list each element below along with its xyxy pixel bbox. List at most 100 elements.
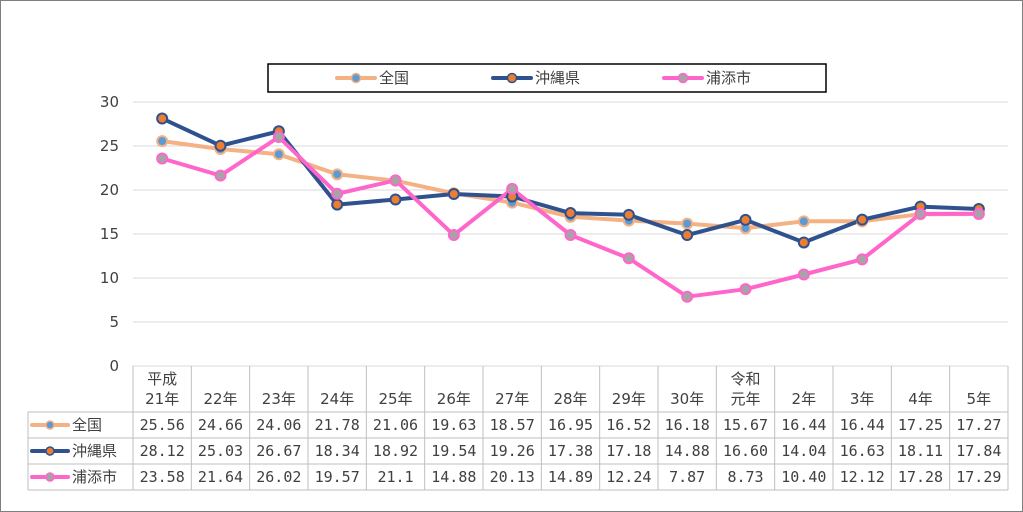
table-cell-value: 12.12 — [840, 468, 885, 486]
x-tick-label: 元年 — [730, 390, 760, 408]
legend-key-marker — [350, 72, 362, 84]
table-cell-value: 16.63 — [840, 442, 885, 460]
table-cell-value: 14.04 — [781, 442, 826, 460]
table-cell-value: 19.57 — [315, 468, 360, 486]
x-tick-label: 4年 — [908, 390, 933, 408]
series-point — [797, 236, 810, 249]
table-cell-value: 17.84 — [956, 442, 1001, 460]
table-cell-value: 21.64 — [198, 468, 243, 486]
series-point — [797, 268, 810, 281]
x-tick-label: 23年 — [262, 390, 296, 408]
series-point — [506, 182, 519, 195]
table-cell-value: 21.78 — [315, 416, 360, 434]
table-cell-value: 14.88 — [665, 442, 710, 460]
series-point — [214, 139, 227, 152]
series-point — [214, 169, 227, 182]
table-cell-value: 16.60 — [723, 442, 768, 460]
legend-label: 浦添市 — [706, 69, 751, 87]
y-tick-label: 25 — [100, 137, 119, 155]
x-tick-label: 27年 — [495, 390, 529, 408]
table-cell-value: 17.27 — [956, 416, 1001, 434]
table-cell-value: 19.26 — [490, 442, 535, 460]
table-legend-key-marker — [45, 446, 55, 456]
series-point — [681, 229, 694, 242]
table-series-name: 沖縄県 — [72, 442, 117, 460]
table-cell-value: 21.06 — [373, 416, 418, 434]
legend-key-marker — [506, 72, 518, 84]
y-tick-label: 0 — [109, 357, 119, 375]
table-cell-value: 16.18 — [665, 416, 710, 434]
x-tick-label: 平成 — [147, 370, 177, 388]
y-tick-label: 15 — [100, 225, 119, 243]
series-point — [797, 215, 810, 228]
series-point — [914, 207, 927, 220]
series-point — [564, 228, 577, 241]
table-cell-value: 10.40 — [781, 468, 826, 486]
series-point — [856, 253, 869, 266]
series-point — [447, 188, 460, 201]
table-cell-value: 16.44 — [781, 416, 826, 434]
table-cell-value: 24.06 — [256, 416, 301, 434]
series-point — [331, 187, 344, 200]
table-cell-value: 18.92 — [373, 442, 418, 460]
series-point — [622, 208, 635, 221]
legend-label: 沖縄県 — [535, 69, 580, 87]
table-cell-value: 8.73 — [727, 468, 763, 486]
table-series-name: 全国 — [72, 416, 102, 434]
table-cell-value: 18.34 — [315, 442, 360, 460]
x-tick-label: 25年 — [378, 390, 412, 408]
table-cell-value: 26.67 — [256, 442, 301, 460]
table-cell-value: 24.66 — [198, 416, 243, 434]
table-cell-value: 17.28 — [898, 468, 943, 486]
series-point — [856, 213, 869, 226]
x-tick-label: 26年 — [437, 390, 471, 408]
x-tick-label: 29年 — [612, 390, 646, 408]
table-cell-value: 23.58 — [140, 468, 185, 486]
x-tick-label: 令和 — [730, 370, 760, 388]
table-cell-value: 25.56 — [140, 416, 185, 434]
table-series-name: 浦添市 — [72, 468, 117, 486]
table-cell-value: 17.38 — [548, 442, 593, 460]
series-point — [389, 193, 402, 206]
table-cell-value: 16.52 — [606, 416, 651, 434]
table-cell-value: 17.18 — [606, 442, 651, 460]
table-cell-value: 12.24 — [606, 468, 651, 486]
series-point — [564, 207, 577, 220]
series-point — [972, 207, 985, 220]
table-cell-value: 7.87 — [669, 468, 705, 486]
series-point — [156, 135, 169, 148]
table-cell-value: 26.02 — [256, 468, 301, 486]
x-tick-label: 21年 — [145, 390, 179, 408]
y-tick-label: 5 — [109, 313, 119, 331]
table-cell-value: 16.95 — [548, 416, 593, 434]
table-legend-key-marker — [45, 420, 55, 430]
y-tick-label: 30 — [100, 93, 119, 111]
y-tick-label: 20 — [100, 181, 119, 199]
table-cell-value: 20.13 — [490, 468, 535, 486]
series-point — [739, 283, 752, 296]
series-point — [331, 168, 344, 181]
table-cell-value: 25.03 — [198, 442, 243, 460]
x-tick-label: 2年 — [792, 390, 817, 408]
table-cell-value: 16.44 — [840, 416, 885, 434]
legend-label: 全国 — [379, 69, 409, 87]
table-cell-value: 14.88 — [431, 468, 476, 486]
table-cell-value: 28.12 — [140, 442, 185, 460]
series-point — [622, 252, 635, 265]
series-point — [272, 148, 285, 161]
legend-key-marker — [677, 72, 689, 84]
table-legend-key-marker — [45, 472, 55, 482]
table-cell-value: 15.67 — [723, 416, 768, 434]
table-cell-value: 21.1 — [377, 468, 413, 486]
x-tick-label: 28年 — [553, 390, 587, 408]
table-cell-value: 17.25 — [898, 416, 943, 434]
x-tick-label: 30年 — [670, 390, 704, 408]
series-point — [739, 213, 752, 226]
series-point — [331, 198, 344, 211]
series-point — [681, 217, 694, 230]
table-cell-value: 14.89 — [548, 468, 593, 486]
table-cell-value: 19.54 — [431, 442, 476, 460]
x-tick-label: 3年 — [850, 390, 875, 408]
series-point — [681, 290, 694, 303]
